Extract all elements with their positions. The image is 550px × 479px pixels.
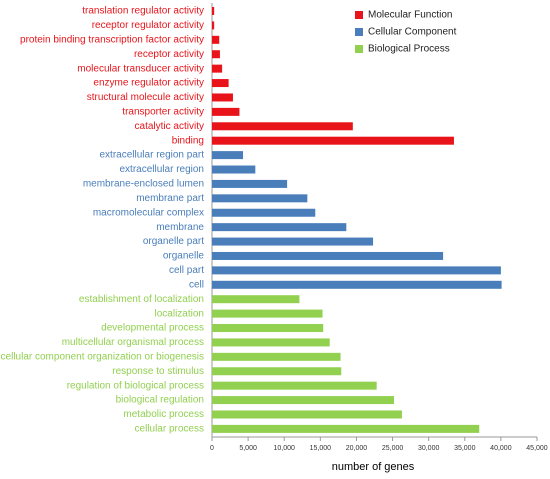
bar — [212, 237, 374, 246]
category-label: developmental process — [101, 323, 204, 334]
category-label: organelle part — [143, 236, 204, 247]
category-label: catalytic activity — [135, 121, 204, 132]
category-label: receptor activity — [134, 49, 204, 60]
bar — [212, 223, 347, 232]
bar — [212, 179, 288, 188]
category-label: receptor regulator activity — [92, 20, 204, 31]
bar — [212, 295, 300, 304]
category-label: protein binding transcription factor act… — [20, 34, 204, 45]
category-label: structural molecule activity — [87, 92, 204, 103]
bar — [212, 122, 353, 131]
bar — [212, 21, 215, 30]
bar — [212, 79, 229, 88]
x-tick-label: 30,000 — [418, 445, 440, 452]
legend-label: Cellular Component — [368, 27, 457, 38]
bar — [212, 7, 215, 15]
category-label: cellular component organization or bioge… — [1, 351, 204, 362]
category-label: metabolic process — [123, 409, 204, 420]
bar — [212, 208, 316, 217]
x-tick-label: 0 — [210, 445, 214, 452]
category-label: response to stimulus — [112, 366, 204, 377]
bar — [212, 367, 342, 376]
bar — [212, 396, 394, 405]
bar — [212, 324, 324, 333]
category-label: enzyme regulator activity — [93, 78, 204, 89]
bar — [212, 424, 480, 433]
bar — [212, 50, 220, 59]
legend-label: Biological Process — [368, 44, 450, 55]
x-axis-title: number of genes — [332, 461, 415, 473]
bar — [212, 266, 501, 275]
x-tick-label: 25,000 — [382, 445, 404, 452]
category-label: cell part — [169, 265, 204, 276]
category-label: organelle — [163, 251, 205, 262]
category-label: cell — [189, 279, 204, 290]
x-tick-label: 15,000 — [310, 445, 332, 452]
category-label: membrane-enclosed lumen — [83, 179, 204, 190]
bar — [212, 136, 454, 145]
bar — [212, 35, 220, 44]
x-tick-label: 45,000 — [526, 445, 548, 452]
category-label: establishment of localization — [79, 294, 204, 305]
category-label: binding — [172, 135, 204, 146]
bar — [212, 352, 341, 361]
x-tick-label: 20,000 — [346, 445, 368, 452]
x-tick-label: 10,000 — [274, 445, 296, 452]
legend-label: Molecular Function — [368, 10, 452, 21]
category-label: molecular transducer activity — [77, 63, 204, 74]
legend-swatch — [355, 28, 363, 36]
category-label: regulation of biological process — [67, 380, 204, 391]
category-label: multicellular organismal process — [62, 337, 204, 348]
category-label: cellular process — [135, 424, 204, 435]
bar — [212, 194, 308, 203]
x-tick-label: 35,000 — [454, 445, 476, 452]
category-label: localization — [155, 308, 204, 319]
x-tick-label: 40,000 — [490, 445, 512, 452]
bar — [212, 251, 444, 260]
category-label: membrane — [156, 222, 204, 233]
category-label: macromolecular complex — [93, 207, 204, 218]
bar — [212, 309, 323, 318]
bar — [212, 381, 377, 390]
category-label: extracellular region part — [100, 150, 205, 161]
category-label: translation regulator activity — [82, 6, 204, 17]
bar — [212, 280, 502, 289]
bar — [212, 165, 256, 174]
legend-swatch — [355, 45, 363, 53]
bar — [212, 107, 240, 116]
bar — [212, 338, 330, 347]
legend-swatch — [355, 11, 363, 19]
category-label: extracellular region — [120, 164, 205, 175]
bar — [212, 410, 402, 419]
bar — [212, 93, 233, 102]
bar — [212, 151, 244, 160]
category-label: biological regulation — [116, 395, 204, 406]
x-tick-label: 5,000 — [239, 445, 257, 452]
bar — [212, 64, 223, 73]
category-label: membrane part — [136, 193, 204, 204]
category-label: transporter activity — [122, 107, 204, 118]
